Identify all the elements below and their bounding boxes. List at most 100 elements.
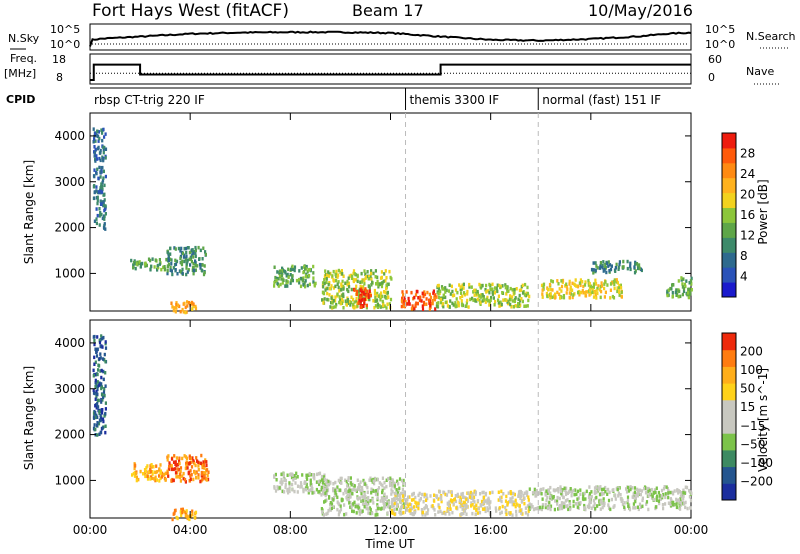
range-gate-cell: [687, 288, 690, 293]
range-gate-cell: [549, 485, 552, 490]
range-gate-cell: [523, 496, 526, 500]
range-gate-cell: [678, 289, 681, 294]
range-gate-cell: [357, 301, 360, 305]
range-gate-cell: [518, 491, 521, 495]
range-gate-cell: [650, 487, 653, 492]
range-gate-cell: [569, 287, 572, 292]
range-gate-cell: [444, 290, 447, 294]
range-gate-cell: [332, 487, 335, 491]
range-gate-cell: [582, 492, 585, 496]
range-gate-cell: [363, 502, 366, 507]
range-gate-cell: [169, 257, 172, 262]
range-gate-cell: [352, 302, 355, 307]
range-gate-cell: [169, 252, 172, 256]
range-gate-cell: [482, 490, 485, 495]
range-gate-cell: [469, 495, 472, 499]
range-gate-cell: [376, 488, 379, 492]
range-gate-cell: [499, 285, 502, 290]
range-gate-cell: [453, 498, 456, 502]
range-gate-cell: [190, 465, 194, 469]
range-gate-cell: [133, 466, 136, 471]
range-gate-cell: [349, 495, 352, 499]
range-gate-cell: [648, 488, 651, 493]
range-gate-cell: [369, 293, 372, 298]
range-gate-cell: [145, 466, 148, 470]
range-gate-cell: [370, 487, 373, 491]
range-gate-cell: [366, 485, 369, 490]
range-gate-cell: [130, 258, 133, 263]
range-gate-cell: [542, 282, 546, 287]
range-gate-cell: [352, 487, 355, 492]
range-gate-cell: [332, 269, 335, 274]
range-gate-cell: [187, 268, 190, 272]
range-gate-cell: [341, 272, 344, 276]
range-gate-cell: [678, 490, 681, 494]
range-gate-cell: [345, 303, 348, 307]
range-gate-cell: [422, 300, 426, 305]
range-gate-cell: [390, 504, 393, 508]
range-gate-cell: [101, 216, 104, 221]
range-gate-cell: [325, 498, 328, 502]
range-gate-cell: [99, 430, 102, 435]
range-gate-cell: [307, 488, 310, 493]
range-gate-cell: [474, 492, 477, 497]
range-gate-cell: [320, 478, 324, 482]
range-gate-cell: [139, 469, 142, 474]
range-gate-cell: [102, 176, 105, 180]
range-gate-cell: [683, 501, 686, 506]
range-gate-cell: [181, 510, 184, 515]
range-gate-cell: [368, 478, 371, 482]
range-gate-cell: [346, 298, 350, 302]
range-gate-cell: [447, 489, 450, 494]
range-gate-cell: [587, 278, 590, 283]
range-gate-cell: [373, 288, 376, 293]
range-gate-cell: [408, 502, 411, 506]
range-gate-cell: [330, 502, 334, 506]
range-gate-cell: [623, 501, 626, 505]
range-gate-cell: [526, 491, 529, 495]
range-gate-cell: [606, 261, 609, 265]
range-gate-cell: [281, 480, 284, 485]
range-gate-cell: [144, 264, 147, 268]
range-gate-cell: [358, 506, 361, 510]
range-gate-cell: [595, 289, 598, 293]
range-gate-cell: [100, 202, 103, 206]
range-gate-cell: [175, 301, 178, 305]
range-gate-cell: [352, 279, 355, 284]
range-gate-cell: [428, 298, 431, 303]
range-gate-cell: [517, 297, 520, 302]
range-gate-cell: [289, 472, 292, 476]
range-gate-cell: [166, 251, 170, 255]
range-gate-cell: [369, 511, 372, 516]
range-gate-cell: [546, 495, 549, 500]
range-gate-cell: [324, 491, 327, 495]
range-gate-cell: [607, 487, 610, 492]
range-gate-cell: [327, 479, 330, 484]
range-gate-cell: [160, 471, 164, 476]
range-gate-cell: [561, 506, 564, 511]
range-gate-cell: [586, 290, 590, 294]
range-gate-cell: [322, 285, 325, 289]
range-gate-cell: [95, 406, 98, 410]
range-gate-cell: [348, 501, 351, 505]
range-gate-cell: [425, 498, 428, 502]
range-gate-cell: [386, 499, 389, 504]
range-gate-cell: [384, 279, 387, 283]
range-gate-cell: [339, 507, 343, 512]
range-gate-cell: [104, 411, 107, 416]
range-gate-cell: [334, 295, 337, 299]
range-gate-cell: [333, 496, 336, 500]
range-gate-cell: [489, 287, 492, 292]
range-gate-cell: [185, 258, 188, 262]
range-gate-cell: [463, 293, 466, 297]
range-gate-cell: [291, 276, 294, 280]
range-gate-cell: [591, 288, 594, 292]
range-gate-cell: [317, 480, 320, 484]
range-gate-cell: [383, 480, 386, 485]
range-gate-cell: [275, 478, 278, 482]
range-gate-cell: [390, 501, 394, 505]
range-gate-cell: [423, 302, 426, 307]
noise-right-tick-top: 10^5: [705, 23, 735, 36]
range-gate-cell: [505, 298, 508, 302]
range-gate-cell: [499, 496, 502, 500]
